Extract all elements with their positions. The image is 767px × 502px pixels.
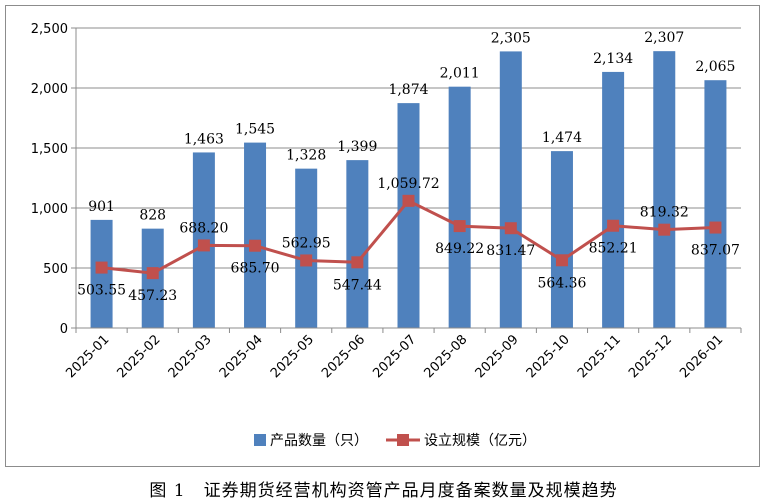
line-value-label: 831.47	[486, 243, 535, 259]
bar-value-label: 1,545	[235, 122, 275, 138]
bar	[397, 103, 420, 329]
x-tick-label: 2025-11	[575, 332, 624, 381]
line-value-label: 562.95	[282, 235, 331, 251]
legend-bar-label: 产品数量（只）	[270, 433, 368, 449]
bar	[448, 86, 471, 329]
line-value-label: 564.36	[537, 275, 586, 291]
line-value-label: 837.07	[691, 243, 740, 259]
line-value-label: 1,059.72	[377, 176, 439, 192]
bar-value-label: 901	[88, 199, 115, 215]
bar-value-label: 1,874	[388, 82, 428, 98]
bar	[295, 168, 318, 328]
bar	[499, 51, 522, 329]
y-tick-label: 1,000	[31, 202, 68, 217]
bar-value-label: 1,399	[337, 139, 377, 155]
bar-value-label: 1,463	[184, 131, 224, 147]
y-tick-label: 1,500	[31, 142, 68, 157]
bar-value-label: 2,065	[695, 59, 735, 75]
x-tick-label: 2025-01	[63, 332, 112, 381]
bar	[90, 219, 113, 328]
figure-caption: 图 1 证券期货经营机构资管产品月度备案数量及规模趋势	[149, 481, 618, 501]
line-marker	[402, 194, 415, 207]
x-tick-label: 2025-10	[524, 332, 573, 381]
line-value-label: 819.32	[640, 205, 689, 221]
bar-value-label: 828	[139, 208, 166, 224]
x-tick-label: 2025-05	[268, 332, 317, 381]
bar	[244, 142, 267, 328]
bar	[550, 151, 573, 328]
x-tick-label: 2025-12	[626, 332, 675, 381]
line-marker	[197, 239, 210, 252]
line-marker	[300, 254, 313, 267]
line-value-label: 849.22	[435, 241, 484, 257]
x-tick-label: 2025-07	[370, 332, 419, 381]
line-value-label: 688.20	[179, 220, 228, 236]
bar-series	[90, 51, 727, 329]
legend-bar-swatch	[254, 434, 266, 446]
x-tick-label: 2025-04	[217, 332, 266, 381]
line-value-label: 457.23	[128, 288, 177, 304]
line-value-label: 503.55	[77, 283, 126, 299]
line-marker	[146, 267, 159, 280]
legend-line-label: 设立规模（亿元）	[424, 433, 536, 449]
line-value-label: 685.70	[231, 261, 280, 277]
x-tick-label: 2025-06	[319, 332, 368, 381]
y-tick-label: 2,500	[31, 22, 68, 37]
bar	[653, 51, 676, 328]
bar-value-label: 2,305	[491, 30, 531, 46]
line-marker	[249, 239, 262, 252]
line-marker	[351, 256, 364, 269]
line-marker	[709, 221, 722, 234]
line-marker	[658, 223, 671, 236]
bar-value-label: 1,328	[286, 148, 326, 164]
bar-value-label: 2,011	[440, 66, 480, 82]
bar-value-label: 1,474	[542, 130, 582, 146]
legend-line-marker	[397, 434, 409, 446]
data-labels: 901 828 1,463 1,545 1,328 1,399 1,874 2,011 2,30…	[77, 30, 740, 304]
bar	[346, 160, 369, 328]
line-marker	[453, 220, 466, 233]
bar	[602, 71, 625, 329]
line-marker	[95, 261, 108, 274]
x-tick-label: 2025-02	[115, 332, 164, 381]
line-marker	[555, 254, 568, 267]
x-tick-label: 2026-01	[677, 332, 726, 381]
line-series	[95, 194, 722, 280]
x-tick-label: 2025-09	[473, 332, 522, 381]
x-tick-label: 2025-08	[421, 332, 470, 381]
y-tick-label: 2,000	[31, 82, 68, 97]
line-value-label: 852.21	[589, 241, 638, 257]
bar-value-label: 2,134	[593, 51, 633, 67]
line-marker	[504, 222, 517, 235]
chart-frame: 0 500 1,000 1,500 2,000 2,500 2025-01 2025-02 20…	[5, 5, 760, 467]
line-marker	[607, 219, 620, 232]
line-value-label: 547.44	[333, 277, 382, 293]
legend: 产品数量（只） 设立规模（亿元）	[254, 433, 536, 449]
y-tick-label: 500	[43, 262, 68, 277]
bar	[704, 80, 727, 328]
y-tick-label: 0	[60, 322, 68, 337]
bar-value-label: 2,307	[644, 30, 684, 46]
x-tick-label: 2025-03	[166, 332, 215, 381]
